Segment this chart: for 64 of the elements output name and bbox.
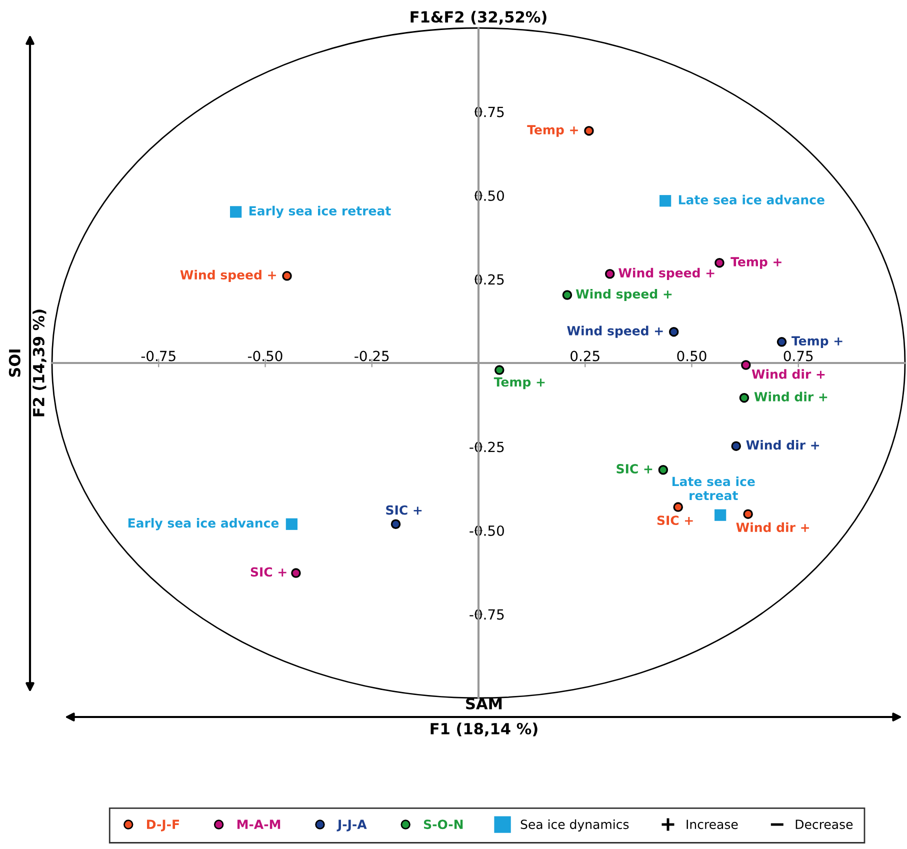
x-tick-label: 0.50 bbox=[677, 350, 706, 362]
data-label: Wind dir + bbox=[754, 392, 828, 402]
point bbox=[562, 290, 572, 300]
point bbox=[282, 271, 292, 281]
data-label: SIC + bbox=[386, 505, 422, 515]
y-axis-title: F2 (14,39 %) bbox=[32, 310, 46, 416]
point bbox=[741, 360, 751, 370]
data-label: Temp + bbox=[527, 125, 578, 137]
point bbox=[776, 337, 787, 347]
y-tick-label: -0.50 bbox=[470, 525, 504, 536]
y-tick-label: -0.25 bbox=[470, 442, 504, 452]
y-tick-label: 0.50 bbox=[474, 190, 504, 201]
point bbox=[731, 441, 741, 451]
data-label: Wind speed + bbox=[180, 270, 276, 282]
x-tick-label: -0.25 bbox=[354, 350, 389, 362]
text: SOI bbox=[8, 350, 20, 377]
data-label: Wind dir + bbox=[746, 440, 819, 450]
text: Increase bbox=[686, 820, 738, 830]
legend-label: J-J-A bbox=[336, 820, 367, 832]
point bbox=[291, 568, 301, 578]
data-label: Temp + bbox=[792, 336, 842, 348]
point bbox=[659, 195, 672, 207]
data-label: Late sea ice advance bbox=[678, 194, 824, 204]
data-label: Wind speed + bbox=[567, 326, 663, 338]
point bbox=[286, 518, 298, 530]
point bbox=[658, 464, 668, 475]
legend-label: D-J-F bbox=[147, 820, 179, 832]
x-axis-title: F1 (18,14 %) bbox=[430, 722, 538, 736]
x-tick-label: -0.75 bbox=[141, 350, 176, 362]
data-label: Early sea ice advance bbox=[128, 518, 279, 530]
data-label: Temp + bbox=[494, 377, 545, 390]
point bbox=[673, 502, 683, 512]
point bbox=[668, 326, 679, 337]
x-tick-label: 0.75 bbox=[784, 350, 813, 362]
data-label: Temp + bbox=[730, 257, 782, 269]
point bbox=[714, 509, 726, 521]
data-label: SIC + bbox=[250, 567, 286, 577]
y-tick-label: 0.75 bbox=[474, 106, 504, 118]
point bbox=[604, 269, 615, 279]
legend-label: M-A-M bbox=[237, 820, 280, 829]
point bbox=[230, 206, 242, 218]
x-tick-label: 0.25 bbox=[570, 350, 600, 362]
y-tick-label: 0.25 bbox=[474, 274, 504, 285]
x-tick-label: -0.50 bbox=[248, 350, 282, 362]
y-tick-label: -0.75 bbox=[470, 609, 504, 620]
data-label: Late sea ice retreat bbox=[672, 476, 755, 500]
point bbox=[494, 365, 504, 375]
legend-label: S-O-N bbox=[424, 820, 463, 830]
data-label: Wind speed + bbox=[576, 288, 672, 302]
point bbox=[584, 126, 594, 136]
data-label: Early sea ice retreat bbox=[249, 206, 391, 218]
point bbox=[739, 392, 750, 403]
point bbox=[390, 519, 401, 530]
data-label: SIC + bbox=[616, 464, 652, 474]
data-label: Wind dir + bbox=[752, 369, 825, 379]
point bbox=[714, 258, 724, 268]
legend-label: Sea ice dynamics bbox=[520, 819, 629, 832]
data-label: Wind dir + bbox=[736, 522, 809, 532]
data-label: Wind speed + bbox=[618, 268, 714, 280]
chart-title: F1&F2 (32,52%) bbox=[410, 10, 546, 25]
text: Decrease bbox=[796, 820, 853, 830]
data-label: SIC + bbox=[657, 516, 693, 526]
annotation: SAM bbox=[466, 698, 502, 710]
point bbox=[743, 509, 753, 519]
